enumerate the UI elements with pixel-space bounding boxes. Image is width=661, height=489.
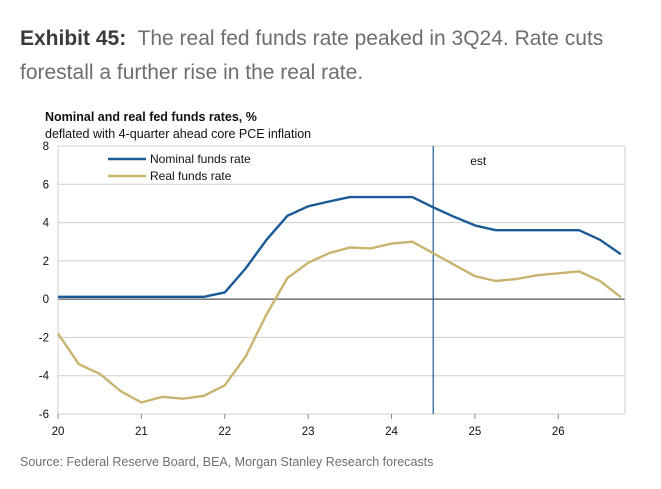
x-tick-label: 22 [218,426,231,438]
y-tick-label: 8 [43,141,49,153]
y-tick-label: 2 [43,256,49,268]
exhibit-headline: Exhibit 45: The real fed funds rate peak… [20,22,650,90]
exhibit-title: The real fed funds rate peaked in 3Q24. … [20,27,604,84]
exhibit-number: Exhibit 45: [20,27,127,50]
x-axis: 20 21 22 23 24 25 26 [52,414,565,438]
y-tick-label: -2 [39,332,49,344]
x-tick-label: 25 [469,426,482,438]
chart-subtitle: deflated with 4-quarter ahead core PCE i… [45,127,312,141]
series-line [58,195,622,298]
x-tick-label: 21 [135,426,148,438]
series-line [57,240,622,404]
y-tick-label: 4 [43,218,50,230]
source-note: Source: Federal Reserve Board, BEA, Morg… [20,455,434,469]
legend-label: Nominal funds rate [150,152,251,166]
y-axis: -6 -4 -2 0 2 4 6 8 [39,141,50,421]
series-lines [57,195,622,404]
x-tick-label: 24 [385,426,398,438]
y-tick-label: -4 [39,371,50,383]
legend-label: Real funds rate [150,169,232,183]
x-tick-label: 26 [552,426,565,438]
estimate-label: est [470,154,487,168]
chart-title: Nominal and real fed funds rates, % [45,110,257,124]
y-tick-label: -6 [39,409,49,421]
x-tick-label: 23 [302,426,315,438]
gridlines [57,145,626,415]
legend: Nominal funds rate Real funds rate [108,152,251,183]
y-tick-label: 0 [43,294,49,306]
x-tick-label: 20 [52,426,65,438]
estimate-marker: est [432,146,487,414]
y-tick-label: 6 [43,179,49,191]
